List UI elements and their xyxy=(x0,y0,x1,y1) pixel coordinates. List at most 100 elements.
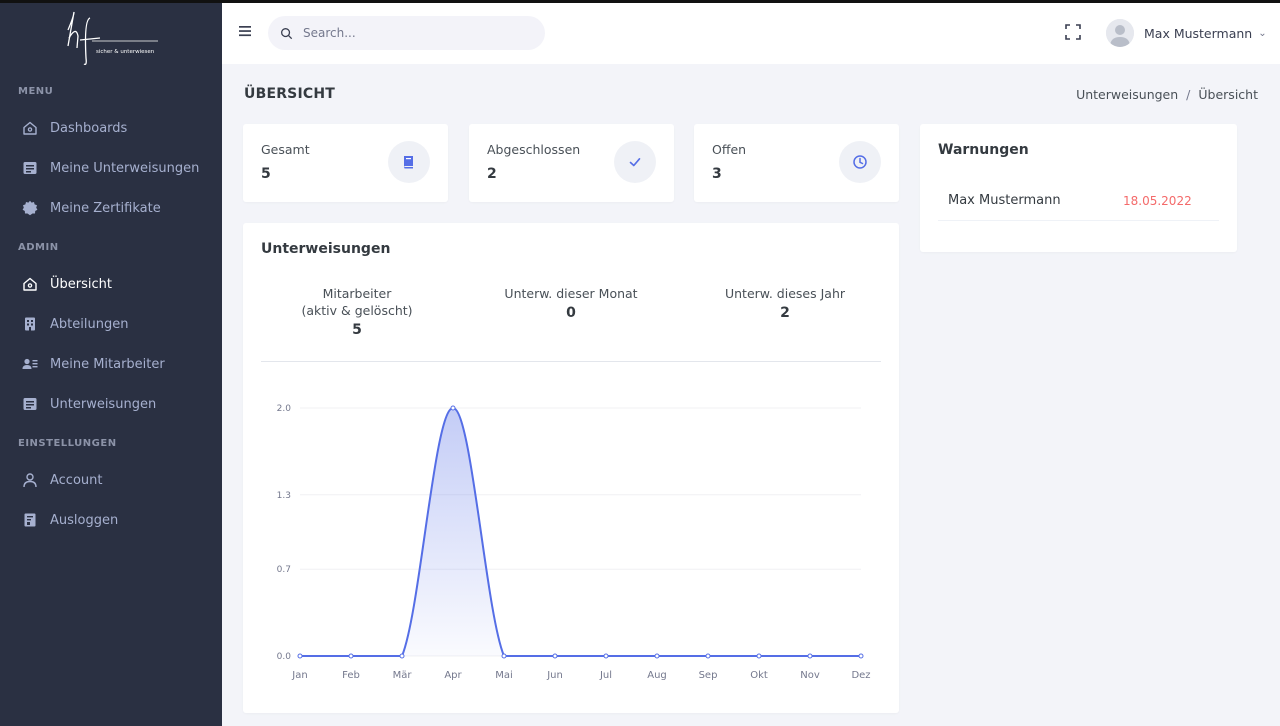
data-point[interactable] xyxy=(756,653,762,659)
x-tick-label: Jul xyxy=(599,670,612,681)
warnings-title: Warnungen xyxy=(938,142,1029,158)
search-icon xyxy=(281,27,293,39)
x-tick-label: Feb xyxy=(342,670,360,681)
sidebar-item-label: Ausloggen xyxy=(50,512,119,528)
x-tick-label: Apr xyxy=(444,670,462,681)
search-box[interactable] xyxy=(268,16,545,50)
x-tick-label: Jun xyxy=(546,670,563,681)
data-point[interactable] xyxy=(501,653,507,659)
nav-section-einstellungen: EINSTELLUNGEN xyxy=(18,438,117,449)
window-top-border xyxy=(0,0,1280,3)
user-menu[interactable]: Max Mustermann ⌄ xyxy=(1106,18,1267,48)
document-icon xyxy=(22,160,38,176)
area-fill xyxy=(300,408,861,656)
stat-value: 3 xyxy=(712,166,722,182)
sidebar-item-uebersicht[interactable]: Übersicht xyxy=(0,267,222,301)
kpi-label: Mitarbeiter xyxy=(322,286,392,301)
data-point[interactable] xyxy=(603,653,609,659)
x-tick-label: Dez xyxy=(851,670,870,681)
data-point[interactable] xyxy=(399,653,405,659)
x-tick-label: Nov xyxy=(800,670,820,681)
kpi-label: Unterw. dieses Jahr xyxy=(724,286,846,301)
data-point[interactable] xyxy=(705,653,711,659)
stat-value: 5 xyxy=(261,166,271,182)
sidebar-item-label: Account xyxy=(50,472,103,488)
x-tick-label: Mär xyxy=(393,670,413,681)
data-point[interactable] xyxy=(450,405,456,411)
warning-row[interactable]: Max Mustermann 18.05.2022 xyxy=(938,181,1219,221)
menu-toggle-icon[interactable] xyxy=(238,23,254,39)
training-title: Unterweisungen xyxy=(261,241,391,257)
stat-label: Abgeschlossen xyxy=(487,142,581,157)
stat-card-offen: Offen 3 xyxy=(694,124,899,202)
data-point[interactable] xyxy=(348,653,354,659)
sidebar-item-label: Übersicht xyxy=(50,276,112,292)
x-tick-label: Aug xyxy=(647,670,667,681)
avatar xyxy=(1106,19,1134,47)
sidebar-item-abteilungen[interactable]: Abteilungen xyxy=(0,307,222,341)
training-card: Unterweisungen Mitarbeiter (aktiv & gelö… xyxy=(243,223,899,713)
x-tick-label: Jan xyxy=(291,670,307,681)
series-line xyxy=(299,406,861,657)
training-area-chart: 0.0 0.7 1.3 2.0 Jan Feb Mär Apr Mai Jun Jul Aug Sep O… xyxy=(277,404,871,681)
breadcrumb-current: Übersicht xyxy=(1198,87,1258,102)
kpi-month: Unterw. dieser Monat 0 xyxy=(491,285,651,321)
topbar: Max Mustermann ⌄ xyxy=(222,3,1280,64)
warning-date: 18.05.2022 xyxy=(1123,193,1192,208)
nav-section-menu: MENU xyxy=(18,86,54,97)
y-tick-label: 1.3 xyxy=(277,491,291,501)
sidebar-item-meine-unterweisungen[interactable]: Meine Unterweisungen xyxy=(0,151,222,185)
sidebar-item-unterweisungen[interactable]: Unterweisungen xyxy=(0,387,222,421)
kpi-label: Unterw. dieser Monat xyxy=(504,286,638,301)
warnings-card: Warnungen Max Mustermann 18.05.2022 xyxy=(920,124,1237,252)
user-name: Max Mustermann xyxy=(1144,25,1253,41)
sidebar-item-label: Meine Zertifikate xyxy=(50,200,161,216)
data-point[interactable] xyxy=(807,653,813,659)
chevron-down-icon: ⌄ xyxy=(1258,27,1267,39)
nav-section-admin: ADMIN xyxy=(18,242,59,253)
sidebar-item-label: Unterweisungen xyxy=(50,396,157,412)
sidebar-item-label: Meine Mitarbeiter xyxy=(50,356,165,372)
data-point[interactable] xyxy=(858,653,864,659)
kpi-mitarbeiter: Mitarbeiter (aktiv & gelöscht) 5 xyxy=(287,285,427,338)
breadcrumb-separator: / xyxy=(1186,87,1191,102)
sidebar-item-dashboards[interactable]: Dashboards xyxy=(0,111,222,145)
sidebar-item-ausloggen[interactable]: Ausloggen xyxy=(0,503,222,537)
sidebar-item-label: Dashboards xyxy=(50,120,128,136)
logo[interactable]: sicher & unterwiesen xyxy=(60,8,170,68)
kpi-label-sub: (aktiv & gelöscht) xyxy=(301,303,413,318)
kpi-value: 2 xyxy=(780,305,790,321)
fullscreen-icon[interactable] xyxy=(1064,23,1082,41)
stat-label: Offen xyxy=(712,142,747,157)
sidebar-item-account[interactable]: Account xyxy=(0,463,222,497)
sidebar: sicher & unterwiesen MENU Dashboards Mei… xyxy=(0,0,222,726)
y-tick-label: 2.0 xyxy=(277,404,292,414)
badge-icon xyxy=(22,200,38,216)
logo-tagline: sicher & unterwiesen xyxy=(96,49,155,55)
stat-value: 2 xyxy=(487,166,497,182)
search-input[interactable] xyxy=(303,26,523,40)
y-tick-label: 0.0 xyxy=(277,652,292,662)
data-point[interactable] xyxy=(654,653,660,659)
stat-card-gesamt: Gesamt 5 xyxy=(243,124,448,202)
sidebar-item-meine-mitarbeiter[interactable]: Meine Mitarbeiter xyxy=(0,347,222,381)
breadcrumb-link-unterweisungen[interactable]: Unterweisungen xyxy=(1076,87,1179,102)
logo-mark: sicher & unterwiesen xyxy=(67,11,158,66)
stat-label: Gesamt xyxy=(261,142,310,157)
kpi-value: 0 xyxy=(566,305,576,321)
check-icon xyxy=(614,141,656,183)
user-icon xyxy=(22,472,38,488)
home-icon xyxy=(22,276,38,292)
kpi-value: 5 xyxy=(352,322,362,338)
data-point[interactable] xyxy=(297,653,303,659)
y-tick-label: 0.7 xyxy=(277,565,291,575)
data-point[interactable] xyxy=(552,653,558,659)
logout-icon xyxy=(22,512,38,528)
building-icon xyxy=(22,316,38,332)
breadcrumb: Unterweisungen / Übersicht xyxy=(1076,87,1258,102)
x-tick-label: Okt xyxy=(750,670,768,681)
kpi-year: Unterw. dieses Jahr 2 xyxy=(705,285,865,321)
sidebar-item-label: Abteilungen xyxy=(50,316,129,332)
sidebar-item-meine-zertifikate[interactable]: Meine Zertifikate xyxy=(0,191,222,225)
users-icon xyxy=(22,356,38,372)
